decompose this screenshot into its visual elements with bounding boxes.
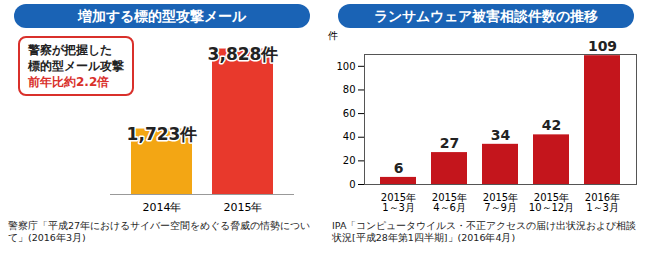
svg-text:件: 件 xyxy=(328,30,338,41)
svg-text:0: 0 xyxy=(349,179,355,190)
svg-text:2016年1～3月: 2016年1～3月 xyxy=(585,192,620,213)
svg-text:20: 20 xyxy=(343,155,356,166)
html-text:前年比約2.2倍: 前年比約2.2倍 xyxy=(28,75,110,89)
svg-text:40: 40 xyxy=(343,131,356,142)
svg-text:2015年: 2015年 xyxy=(224,201,263,214)
html-text:警察が把握した: 警察が把握した xyxy=(28,43,112,57)
svg-text:42: 42 xyxy=(542,117,561,133)
svg-text:3,828件: 3,828件 xyxy=(208,44,279,64)
svg-text:80: 80 xyxy=(343,84,356,95)
html-text:増加する標的型攻撃メール: 増加する標的型攻撃メール xyxy=(78,8,246,24)
html-text:警察庁「平成27年におけるサイバー空間をめぐる脅威の情勢につ: 警察庁「平成27年におけるサイバー空間をめぐる脅威の情勢について」(2016年3… xyxy=(8,220,311,243)
svg-text:100: 100 xyxy=(336,61,355,72)
html-text:IPA「コンピュータウイルス・不正アクセスの届け出状況および: IPA「コンピュータウイルス・不正アクセスの届け出状況および相談状況[平成28年… xyxy=(332,220,637,243)
svg-text:34: 34 xyxy=(491,127,511,143)
svg-text:1,723件: 1,723件 xyxy=(127,124,198,144)
svg-text:109: 109 xyxy=(588,38,617,54)
html-text:ランサムウェア被害相談件数の推移: ランサムウェア被害相談件数の推移 xyxy=(374,8,598,24)
svg-text:2014年: 2014年 xyxy=(143,201,182,214)
html-text:標的型メール攻撃: 標的型メール攻撃 xyxy=(28,59,124,73)
svg-text:6: 6 xyxy=(394,160,404,176)
svg-text:2015年10～12月: 2015年10～12月 xyxy=(529,192,574,213)
svg-text:2015年4～6月: 2015年4～6月 xyxy=(432,192,467,213)
svg-text:2015年1～3月: 2015年1～3月 xyxy=(381,192,416,213)
svg-text:27: 27 xyxy=(440,135,459,151)
svg-text:2015年7～9月: 2015年7～9月 xyxy=(483,192,518,213)
svg-text:60: 60 xyxy=(343,108,356,119)
